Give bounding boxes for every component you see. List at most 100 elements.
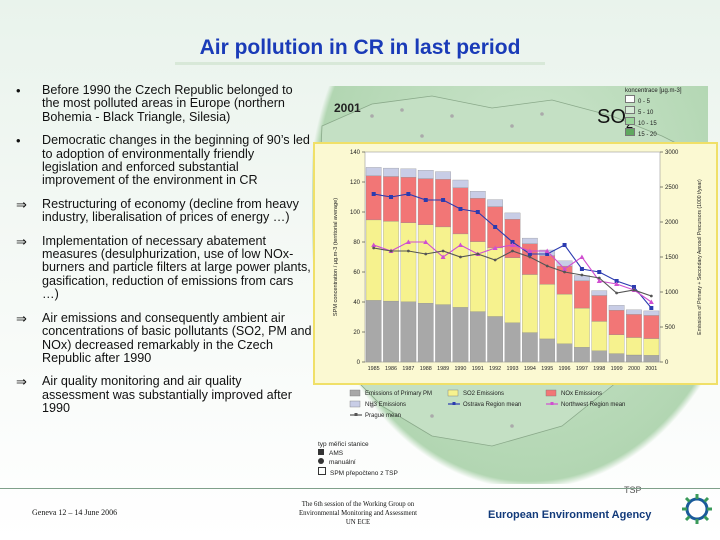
data-point: [528, 255, 532, 259]
bar-segment: [643, 315, 660, 339]
data-point: [579, 267, 584, 271]
map-legend-class: 0 - 5: [625, 95, 715, 106]
x-tick-label: 1989: [437, 366, 449, 372]
bar-segment: [574, 347, 590, 363]
bar-segment: [417, 170, 434, 179]
data-point: [406, 192, 411, 196]
bar-segment: [469, 311, 486, 363]
bar-segment: [469, 191, 486, 199]
bar-segment: [504, 212, 521, 220]
bar-segment: [435, 226, 451, 305]
y-tick-label: 140: [350, 150, 361, 156]
bullet-item: • Before 1990 the Czech Republic belonged…: [14, 83, 312, 124]
legend-marker: [550, 402, 554, 405]
bar-segment: [591, 321, 608, 351]
map-legend-class: 15 - 20: [625, 128, 715, 139]
bar-segment: [626, 354, 642, 363]
legend-swatch: [349, 400, 361, 408]
bar-segment: [400, 168, 417, 178]
bar-segment: [591, 290, 608, 296]
bar-segment: [522, 332, 538, 363]
bullet-text: Air quality monitoring and air quality a…: [42, 374, 292, 416]
data-point: [562, 243, 567, 247]
data-point: [597, 276, 601, 280]
footer-session-info: The 6th session of the Working Group on …: [278, 500, 438, 527]
bullet-text: Air emissions and consequently ambient a…: [42, 310, 312, 365]
bar-segment: [522, 237, 538, 244]
data-point: [457, 242, 463, 247]
bar-segment: [608, 334, 625, 354]
legend-label: NOx Emissions: [561, 391, 602, 397]
x-tick-label: 1995: [541, 366, 553, 372]
legend-label: SO2 Emissions: [463, 391, 504, 397]
data-point: [371, 242, 377, 247]
bullet-item: ⇒ Air quality monitoring and air quality …: [14, 375, 312, 415]
bar-segment: [504, 257, 521, 323]
y-tick-label: 0: [357, 360, 361, 366]
legend-swatch: [349, 389, 361, 397]
data-point: [545, 252, 550, 256]
data-point: [648, 299, 654, 304]
bar-segment: [365, 219, 382, 301]
data-point: [527, 252, 532, 256]
data-point: [632, 288, 636, 292]
x-tick-label: 1999: [611, 366, 623, 372]
station-type: AMS: [318, 449, 408, 458]
legend-swatch: [545, 389, 557, 397]
bar-segment: [487, 316, 503, 363]
data-point: [424, 252, 428, 256]
x-tick-label: 2000: [628, 366, 640, 372]
bar-segment: [626, 314, 642, 338]
data-point: [371, 192, 376, 196]
data-point: [544, 248, 550, 253]
slide-title: Air pollution in CR in last period: [199, 36, 521, 59]
chart-frame: 0 20 40 60 80 100 120 140 0 500 1000 1500 2000 2500 30…: [313, 142, 718, 385]
y-tick-label: 120: [350, 180, 361, 186]
data-point: [510, 242, 515, 247]
x-tick-label: 1993: [507, 366, 519, 372]
data-point: [510, 240, 515, 244]
data-point: [405, 239, 411, 244]
y2-tick-label: 1000: [665, 290, 679, 296]
footer-session-line: The 6th session of the Working Group on: [301, 501, 415, 508]
legend-marker: [354, 413, 358, 416]
x-tick-label: 1988: [420, 366, 432, 372]
y2-tick-label: 500: [665, 325, 676, 331]
x-tick-label: 1985: [368, 366, 380, 372]
data-point: [511, 249, 514, 253]
y-tick-label: 20: [353, 330, 360, 336]
y2-tick-label: 2500: [665, 185, 679, 191]
bar-segment: [400, 177, 417, 223]
y-tick-label: 100: [350, 210, 361, 216]
data-point: [423, 239, 429, 244]
data-point: [545, 264, 549, 268]
data-point: [389, 195, 394, 199]
bullet-text: Democratic changes in the beginning of 9…: [42, 133, 310, 188]
data-point: [389, 249, 393, 253]
bullet-marker: ⇒: [16, 196, 27, 212]
x-tick-label: 2001: [645, 366, 657, 372]
bar-segment: [591, 350, 608, 363]
bar-segment: [383, 300, 399, 363]
bullet-text: Implementation of necessary abatement me…: [42, 233, 311, 302]
data-point: [596, 278, 602, 283]
map-year-label: 2001: [334, 101, 361, 115]
data-point: [527, 248, 533, 253]
bar-segment: [608, 310, 625, 335]
bar-segment: [417, 224, 434, 304]
bar-segment: [643, 310, 660, 316]
title-underline: [175, 62, 545, 65]
chart-legend: Emissions of Primary PM SO2 Emissions NOx …: [346, 388, 646, 428]
bar-segment: [574, 307, 590, 348]
data-point: [476, 252, 480, 256]
data-point: [423, 198, 428, 202]
bar-segment: [608, 305, 625, 311]
data-point: [562, 266, 568, 271]
bullet-list: • Before 1990 the Czech Republic belonged…: [14, 83, 312, 426]
data-point: [563, 270, 566, 274]
data-point: [597, 270, 602, 274]
y2-tick-label: 2000: [665, 220, 679, 226]
legend-label: NH3 Emissions: [365, 402, 406, 408]
data-point: [493, 258, 497, 262]
bullet-marker: •: [16, 83, 21, 98]
